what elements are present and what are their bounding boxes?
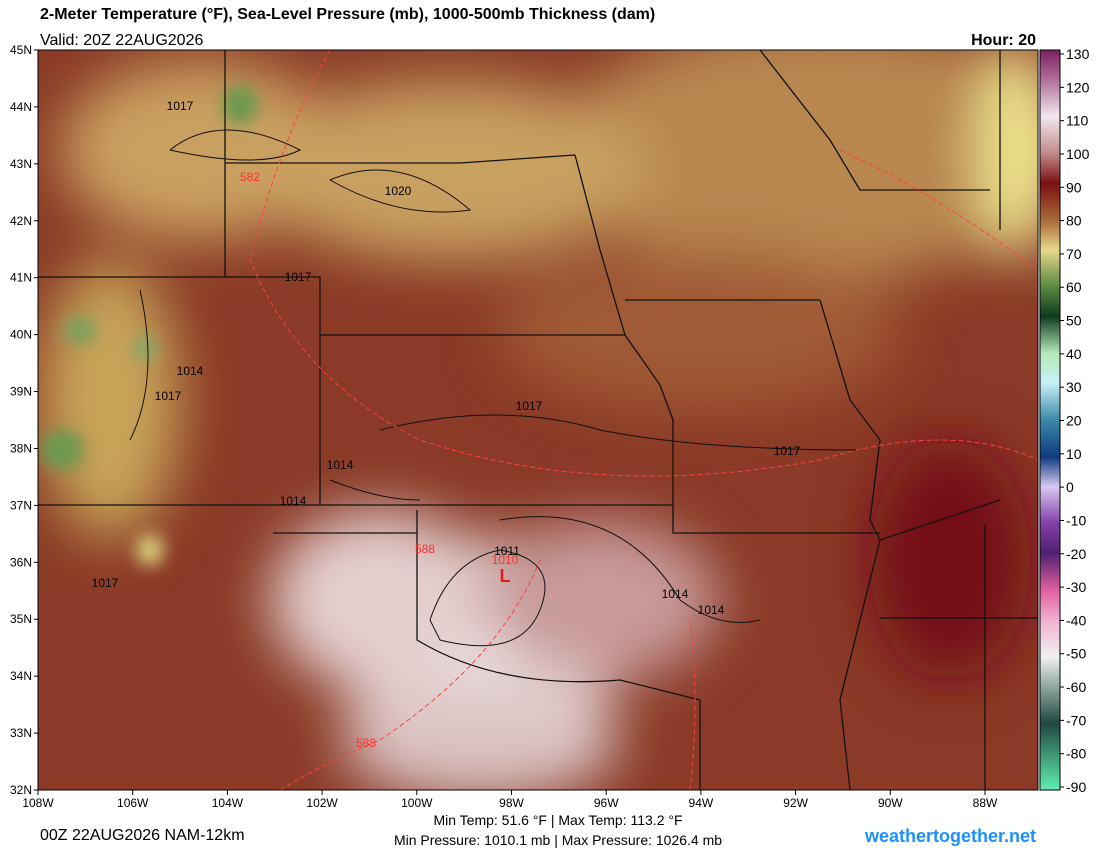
colorbar-label: 10 bbox=[1066, 446, 1082, 462]
pressure-label: 1014 bbox=[327, 458, 354, 472]
pressure-label: 1017 bbox=[167, 99, 194, 113]
colorbar-label: -80 bbox=[1066, 746, 1086, 762]
colorbar-label: -90 bbox=[1066, 779, 1086, 795]
lat-label: 39N bbox=[10, 385, 32, 399]
colorbar-label: 100 bbox=[1066, 146, 1090, 162]
lat-label: 32N bbox=[10, 783, 32, 797]
lon-label: 98W bbox=[499, 796, 524, 810]
pressure-label: 1017 bbox=[774, 444, 801, 458]
lat-label: 44N bbox=[10, 100, 32, 114]
colorbar-label: 50 bbox=[1066, 313, 1082, 329]
colorbar-label: 20 bbox=[1066, 413, 1082, 429]
map-frame bbox=[37, 49, 1039, 791]
pressure-label: 1017 bbox=[155, 389, 182, 403]
colorbar-label: 0 bbox=[1066, 479, 1074, 495]
lat-label: 37N bbox=[10, 498, 32, 512]
lat-label: 33N bbox=[10, 726, 32, 740]
pressure-label: 1020 bbox=[385, 184, 412, 198]
model-run: 00Z 22AUG2026 NAM-12km bbox=[40, 827, 245, 844]
lon-label: 90W bbox=[878, 796, 903, 810]
pressure-label: 1014 bbox=[280, 494, 307, 508]
colorbar-label: 30 bbox=[1066, 379, 1082, 395]
lat-label: 40N bbox=[10, 328, 32, 342]
lat-label: 42N bbox=[10, 214, 32, 228]
temperature-field bbox=[38, 50, 1038, 790]
pressure-label: 1014 bbox=[177, 364, 204, 378]
thickness-label: 582 bbox=[240, 170, 260, 184]
lat-label: 45N bbox=[10, 43, 32, 57]
colorbar-label: 40 bbox=[1066, 346, 1082, 362]
colorbar-label: 120 bbox=[1066, 79, 1090, 95]
colorbar-label: -50 bbox=[1066, 646, 1086, 662]
colorbar-label: 60 bbox=[1066, 279, 1082, 295]
pressure-range: Min Pressure: 1010.1 mb | Max Pressure: … bbox=[394, 832, 722, 848]
lon-label: 96W bbox=[594, 796, 619, 810]
colorbar-label: -30 bbox=[1066, 579, 1086, 595]
lon-label: 104W bbox=[212, 796, 244, 810]
low-center: L bbox=[500, 566, 511, 586]
colorbar-label: 90 bbox=[1066, 179, 1082, 195]
lon-label: 106W bbox=[117, 796, 149, 810]
pressure-label: 1014 bbox=[662, 587, 689, 601]
lat-label: 43N bbox=[10, 157, 32, 171]
valid-time: Valid: 20Z 22AUG2026 bbox=[40, 32, 203, 49]
pressure-label: 1010 bbox=[492, 553, 519, 567]
colorbar-label: 80 bbox=[1066, 213, 1082, 229]
colorbar-label: -10 bbox=[1066, 512, 1086, 528]
lat-label: 41N bbox=[10, 271, 32, 285]
colorbar-label: 130 bbox=[1066, 46, 1090, 62]
lat-label: 34N bbox=[10, 669, 32, 683]
thickness-label: 588 bbox=[356, 736, 376, 750]
lon-label: 108W bbox=[22, 796, 54, 810]
site-credit: weathertogether.net bbox=[864, 826, 1036, 846]
title: 2-Meter Temperature (°F), Sea-Level Pres… bbox=[40, 6, 655, 23]
pressure-label: 1014 bbox=[698, 603, 725, 617]
lon-label: 102W bbox=[306, 796, 338, 810]
colorbar-label: -70 bbox=[1066, 712, 1086, 728]
pressure-label: 1017 bbox=[92, 576, 119, 590]
colorbar-label: -40 bbox=[1066, 612, 1086, 628]
lat-label: 38N bbox=[10, 441, 32, 455]
colorbar-label: -60 bbox=[1066, 679, 1086, 695]
forecast-hour: Hour: 20 bbox=[971, 32, 1036, 49]
lon-label: 94W bbox=[689, 796, 714, 810]
colorbar-label: -20 bbox=[1066, 546, 1086, 562]
thickness-label: 588 bbox=[415, 542, 435, 556]
temp-range: Min Temp: 51.6 °F | Max Temp: 113.2 °F bbox=[433, 812, 682, 828]
lat-label: 35N bbox=[10, 612, 32, 626]
colorbar-label: 70 bbox=[1066, 246, 1082, 262]
lat-label: 36N bbox=[10, 555, 32, 569]
lon-label: 92W bbox=[783, 796, 808, 810]
colorbar-label: 110 bbox=[1066, 113, 1089, 129]
pressure-label: 1017 bbox=[285, 270, 312, 284]
pressure-label: 1017 bbox=[516, 399, 543, 413]
pressure-label: 1011 bbox=[494, 544, 520, 558]
lon-label: 88W bbox=[973, 796, 998, 810]
colorbar bbox=[1039, 49, 1061, 791]
lon-label: 100W bbox=[401, 796, 433, 810]
